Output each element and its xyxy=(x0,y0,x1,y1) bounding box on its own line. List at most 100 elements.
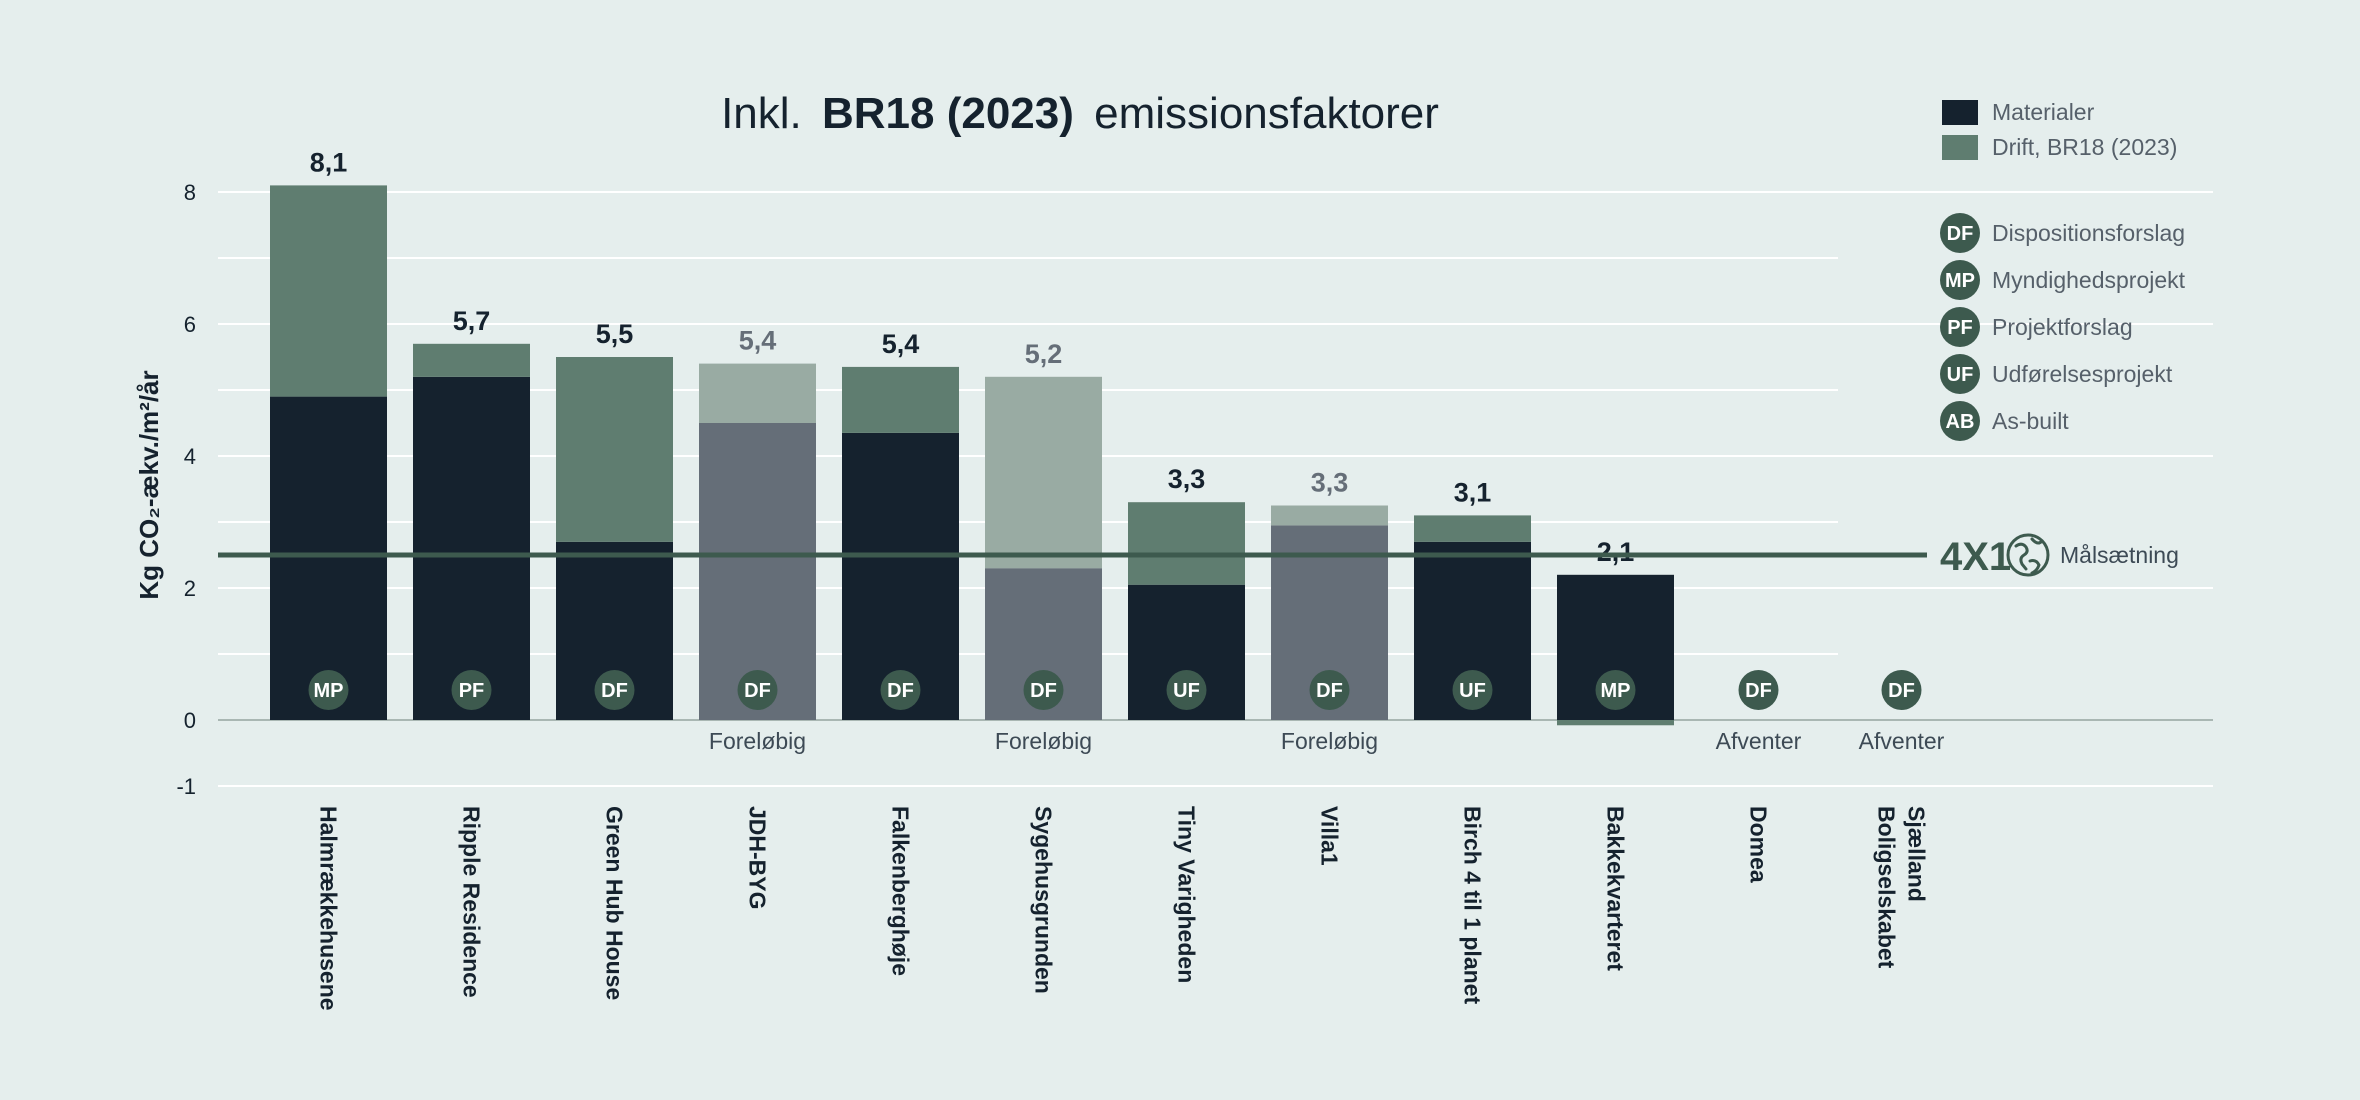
phase-badge-label: PF xyxy=(459,680,485,702)
value-label: 3,3 xyxy=(1168,464,1206,494)
bar-operation xyxy=(270,185,387,397)
phase-legend-label: Udførelsesprojekt xyxy=(1992,361,2173,387)
category-label-line: Tiny Varigheden xyxy=(1174,806,1200,983)
phase-badge: DF xyxy=(1738,670,1779,710)
legend-label: Drift, BR18 (2023) xyxy=(1992,134,2177,160)
category-label-line: Halmrækkehusene xyxy=(316,806,342,1011)
phase-badge-label: UF xyxy=(1459,680,1486,702)
phase-badge-label: DF xyxy=(887,680,914,702)
phase-legend-label: Myndighedsprojekt xyxy=(1992,267,2186,293)
y-tick-label: 2 xyxy=(184,576,196,601)
phase-badge-label: MP xyxy=(1601,680,1631,702)
bar-materials xyxy=(270,396,387,720)
phase-badge: DF xyxy=(880,670,921,710)
phase-badge-label: DF xyxy=(601,680,628,702)
value-label: 5,4 xyxy=(882,329,920,359)
status-label: Foreløbig xyxy=(709,728,806,754)
category-label: JDH-BYG xyxy=(745,806,771,910)
phase-badge-circle xyxy=(1023,670,1064,710)
phase-badge-circle xyxy=(451,670,492,710)
phase-legend-label: As-built xyxy=(1992,408,2069,434)
phase-legend-badge xyxy=(1940,213,1980,253)
category-label: Villa1 xyxy=(1317,806,1343,866)
category-label: Green Hub House xyxy=(602,806,628,1000)
category-label-line: Birch 4 til 1 planet xyxy=(1460,806,1486,1004)
value-label: 2,1 xyxy=(1597,537,1635,567)
category-label: Birch 4 til 1 planet xyxy=(1460,806,1486,1004)
y-tick-label: -1 xyxy=(176,774,196,799)
phase-badge-circle xyxy=(308,670,349,710)
phase-badge: MP xyxy=(308,670,349,710)
category-label-line: Villa1 xyxy=(1317,806,1343,866)
category-label-line: Boligselskabet xyxy=(1874,806,1900,969)
phase-badge-circle xyxy=(1738,670,1779,710)
legend: Materialer Drift, BR18 (2023) DF Dispositio… xyxy=(1940,99,2186,441)
category-label-line: Sjælland xyxy=(1904,806,1930,902)
phase-badge-circle xyxy=(594,670,635,710)
target-logo-text: 4X1 xyxy=(1940,535,2011,579)
y-tick-label: 6 xyxy=(184,312,196,337)
phase-badge-circle xyxy=(1595,670,1636,710)
category-label: Tiny Varigheden xyxy=(1174,806,1200,983)
y-axis-ticks: -1 0 2 4 6 8 xyxy=(176,180,196,799)
bar-operation xyxy=(985,376,1102,569)
phase-legend-code: UF xyxy=(1947,364,1974,386)
phase-badge: DF xyxy=(594,670,635,710)
value-label: 5,5 xyxy=(596,319,634,349)
category-label-line: Ripple Residence xyxy=(459,806,485,998)
bar-operation xyxy=(1271,505,1388,526)
bar-operation xyxy=(556,357,673,542)
chart-title-bold: BR18 (2023) xyxy=(822,89,1074,138)
category-label: Bakkekvarteret xyxy=(1603,806,1629,971)
bar-operation xyxy=(1128,502,1245,585)
value-label: 3,3 xyxy=(1311,468,1349,498)
phase-badge: PF xyxy=(451,670,492,710)
phase-badge: DF xyxy=(1881,670,1922,710)
category-label: Halmrækkehusene xyxy=(316,806,342,1011)
phase-legend-code: DF xyxy=(1947,223,1974,245)
phase-legend-label: Projektforslag xyxy=(1992,314,2133,340)
phase-badge-label: DF xyxy=(1030,680,1057,702)
bar-operation xyxy=(1414,515,1531,542)
status-label: Foreløbig xyxy=(1281,728,1378,754)
bar-materials xyxy=(413,376,530,720)
category-label-line: Green Hub House xyxy=(602,806,628,1000)
category-label-line: Bakkekvarteret xyxy=(1603,806,1629,971)
category-label: Falkenberghøje xyxy=(888,806,914,976)
phase-badge-circle xyxy=(1309,670,1350,710)
target-line-group: 4X1 Målsætning xyxy=(218,533,2179,579)
phase-badge: UF xyxy=(1166,670,1207,710)
value-label: 5,2 xyxy=(1025,339,1063,369)
phase-badge-label: DF xyxy=(1316,680,1343,702)
y-tick-label: 4 xyxy=(184,444,196,469)
category-label-line: Falkenberghøje xyxy=(888,806,914,976)
phase-badge: MP xyxy=(1595,670,1636,710)
chart-title-suffix: emissionsfaktorer xyxy=(1094,89,1439,138)
status-label: Foreløbig xyxy=(995,728,1092,754)
bars: 8,1 MP Halmrækkehusene 5,7 PF Ripple Residenc… xyxy=(270,147,1945,1011)
category-label-line: JDH-BYG xyxy=(745,806,771,910)
value-label: 5,4 xyxy=(739,326,777,356)
phase-badge: DF xyxy=(1309,670,1350,710)
bar-operation xyxy=(699,363,816,423)
category-label: Ripple Residence xyxy=(459,806,485,998)
bar-operation xyxy=(1557,720,1674,726)
y-axis-label: Kg CO₂-ækv./m²/år xyxy=(134,370,164,599)
phase-badge-circle xyxy=(1881,670,1922,710)
phase-badge: UF xyxy=(1452,670,1493,710)
y-tick-label: 8 xyxy=(184,180,196,205)
category-label-line: Domea xyxy=(1746,806,1772,883)
target-label: Målsætning xyxy=(2060,542,2179,568)
phase-badge-label: DF xyxy=(744,680,771,702)
phase-badge: DF xyxy=(737,670,778,710)
phase-legend-badge xyxy=(1940,307,1980,347)
category-label: Boligselskabet Sjælland xyxy=(1874,806,1930,969)
value-label: 8,1 xyxy=(310,147,348,177)
phase-badge-label: MP xyxy=(314,680,344,702)
phase-badge: DF xyxy=(1023,670,1064,710)
phase-badge-label: DF xyxy=(1745,680,1772,702)
value-label: 5,7 xyxy=(453,306,491,336)
phase-legend-code: AB xyxy=(1946,411,1975,433)
phase-badge-circle xyxy=(880,670,921,710)
